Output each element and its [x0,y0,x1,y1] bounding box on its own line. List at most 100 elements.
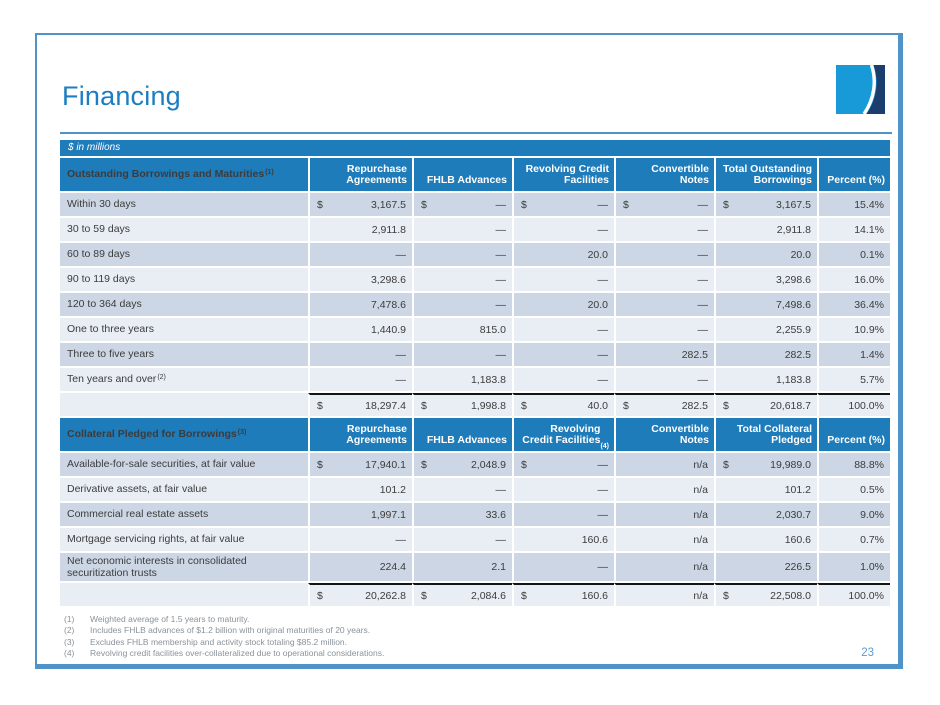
table-row: 90 to 119 days 3,298.6 — — — 3,298.6 16.0% [60,268,890,291]
cell-value: n/a [693,561,708,574]
column-header-label: Percent (%) [827,434,885,447]
money-cell: — [308,343,412,366]
money-cell: 2,255.9 [714,318,817,341]
percent-cell: 1.0% [817,553,890,582]
row-label-cell: Available-for-sale securities, at fair v… [60,453,308,476]
table-row: Commercial real estate assets 1,997.1 33.6… [60,503,890,526]
money-cell: 20.0 [714,243,817,266]
cell-value: 2,911.8 [776,223,811,236]
cell-value: 19,989.0 [770,458,811,471]
page-title: Financing [62,81,181,111]
percent-value: 0.1% [860,248,884,261]
cell-value: 20.0 [587,298,608,311]
column-header: Revolving Credit Facilities [512,158,614,191]
money-cell: — [412,218,512,241]
dollar-sign: $ [723,589,729,602]
row-label: 120 to 364 days [67,298,142,311]
table-row: 120 to 364 days 7,478.6 — 20.0 — 7,498.6 36.4% [60,293,890,316]
column-header-label: Total Outstanding Borrowings [722,162,812,187]
column-header: Total Outstanding Borrowings [714,158,817,191]
row-label: Derivative assets, at fair value [67,483,208,496]
money-cell: $1,998.8 [412,393,512,416]
money-cell: — [308,243,412,266]
cell-value: — [597,273,609,286]
row-label: One to three years [67,323,154,336]
cell-value: — [597,323,609,336]
column-header: Percent (%) [817,418,890,451]
money-cell: 3,298.6 [714,268,817,291]
percent-cell: 36.4% [817,293,890,316]
cell-value: 3,298.6 [775,273,811,286]
cell-value: 282.5 [681,348,708,361]
percent-cell: 100.0% [817,393,890,416]
column-header: Percent (%) [817,158,890,191]
footnote-number: (2) [64,625,75,636]
total-label-cell [60,583,308,607]
company-logo-icon [836,65,885,114]
money-cell: — [614,368,714,391]
cell-value: 33.6 [485,508,506,521]
percent-cell: 0.1% [817,243,890,266]
cell-value: n/a [693,483,708,496]
slide-frame: Financing $ in millions Outstanding Borr… [35,33,903,669]
column-header: Convertible Notes [614,158,714,191]
percent-value: 1.0% [860,561,884,574]
cell-value: — [697,373,709,386]
row-label: 90 to 119 days [67,273,136,286]
cell-value: 282.5 [784,348,811,361]
cell-value: — [495,223,507,236]
column-header-label: FHLB Advances [426,434,507,447]
row-label: Net economic interests in consolidated s… [67,555,247,580]
outstanding-borrowings-table: Outstanding Borrowings and Maturities (1)… [60,158,890,416]
row-label-cell: Mortgage servicing rights, at fair value [60,528,308,551]
cell-value: 101.2 [379,483,406,496]
cell-value: — [597,373,609,386]
cell-value: 2,030.7 [775,508,811,521]
percent-value: 36.4% [854,298,884,311]
row-label-cell: 30 to 59 days [60,218,308,241]
cell-value: 2,048.9 [470,458,506,471]
cell-value: — [495,273,507,286]
column-header-label: Revolving Credit Facilities [522,422,601,447]
money-cell: — [512,343,614,366]
cell-value: — [697,198,709,211]
tables-wrap: $ in millions Outstanding Borrowings and… [60,140,890,659]
money-cell: — [308,528,412,551]
money-cell: $22,508.0 [714,583,817,607]
cell-value: 20,262.8 [365,589,406,602]
percent-value: 100.0% [848,399,884,412]
money-cell: 815.0 [412,318,512,341]
cell-value: 1,997.1 [370,508,406,521]
dollar-sign: $ [317,198,323,211]
money-cell: — [512,478,614,501]
money-cell: 2,911.8 [308,218,412,241]
column-header: FHLB Advances [412,418,512,451]
money-cell: 160.6 [714,528,817,551]
money-cell: 3,298.6 [308,268,412,291]
money-cell: $3,167.5 [714,193,817,216]
cell-value: 224.4 [379,561,406,574]
money-cell: — [512,553,614,582]
footnote-text: Weighted average of 1.5 years to maturit… [90,614,250,625]
cell-value: — [597,198,609,211]
cell-value: — [597,508,609,521]
table-row: Derivative assets, at fair value 101.2 — — n… [60,478,890,501]
dollar-sign: $ [521,399,527,412]
money-cell: 7,498.6 [714,293,817,316]
row-label: 30 to 59 days [67,223,131,236]
dollar-sign: $ [421,458,427,471]
footnote-text: Revolving credit facilities over-collate… [90,647,385,658]
footnote-text: Includes FHLB advances of $1.2 billion w… [90,625,371,636]
column-header-label: Percent (%) [827,174,885,187]
column-header: Repurchase Agreements [308,158,412,191]
money-cell: — [412,478,512,501]
table-row: Within 30 days $3,167.5 $ — $ — $ — $3,167.5 15.4… [60,193,890,216]
money-cell: $18,297.4 [308,393,412,416]
money-cell: $40.0 [512,393,614,416]
money-cell: — [412,528,512,551]
dollar-sign: $ [421,589,427,602]
footnote-number: (1) [64,614,75,625]
money-cell: $2,084.6 [412,583,512,607]
footnote: (3) Excludes FHLB membership and activity… [60,637,890,648]
money-cell: n/a [614,453,714,476]
